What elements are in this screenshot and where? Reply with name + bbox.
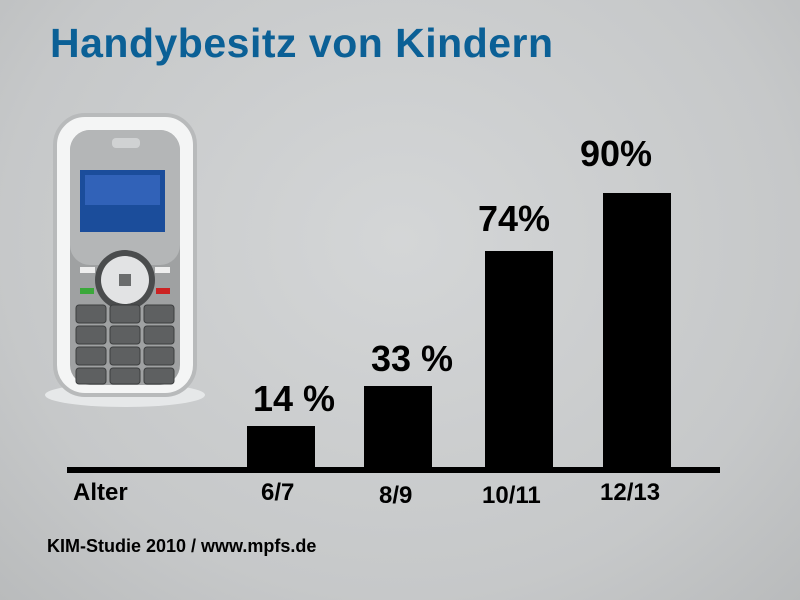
x-tick-10-11: 10/11 [482, 482, 541, 509]
value-label-6-7: 14 % [253, 378, 336, 419]
x-tick-8-9: 8/9 [379, 482, 413, 509]
value-label-8-9: 33 % [371, 338, 454, 379]
x-axis-line [67, 467, 720, 473]
mobile-phone-icon [45, 113, 205, 407]
x-tick-12-13: 12/13 [600, 479, 661, 506]
x-tick-6-7: 6/7 [261, 479, 295, 506]
bar-6-7 [247, 426, 315, 468]
bar-8-9 [364, 386, 432, 468]
bar-12-13 [603, 193, 671, 468]
chart-title: Handybesitz von Kindern [50, 20, 554, 66]
source-note: KIM-Studie 2010 / www.mpfs.de [47, 536, 317, 556]
x-axis-title: Alter [73, 479, 128, 506]
bar-10-11 [485, 251, 553, 468]
value-label-12-13: 90% [580, 133, 653, 174]
value-label-10-11: 74% [478, 198, 551, 239]
